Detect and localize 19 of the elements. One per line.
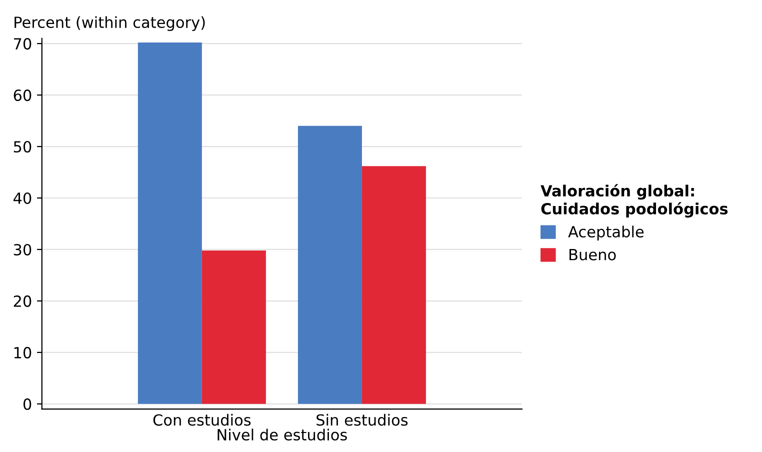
legend-label: Aceptable [568,226,644,240]
legend-label: Bueno [570,249,616,260]
y-tick-label: 60 [14,90,32,102]
y-axis-title: Percent (within category) [14,16,205,32]
x-axis-title: Nivel de estudios [218,428,347,441]
y-tick-label: 10 [14,346,32,358]
y-tick-label: 20 [14,295,32,307]
y-tick-label: 40 [13,192,32,204]
y-tick-label: 70 [14,38,32,50]
y-tick-label: 0 [23,398,32,410]
x-tick-label: Con estudios [153,414,251,426]
y-tick-label: 50 [14,140,32,153]
bar [362,166,426,404]
bar [298,126,362,404]
x-tick-label: Sin estudios [316,414,408,426]
y-tick-label: 30 [14,244,32,256]
bar [202,250,266,404]
legend-title: Valoración global: Cuidados podológicos [540,184,728,218]
bar [138,42,202,404]
